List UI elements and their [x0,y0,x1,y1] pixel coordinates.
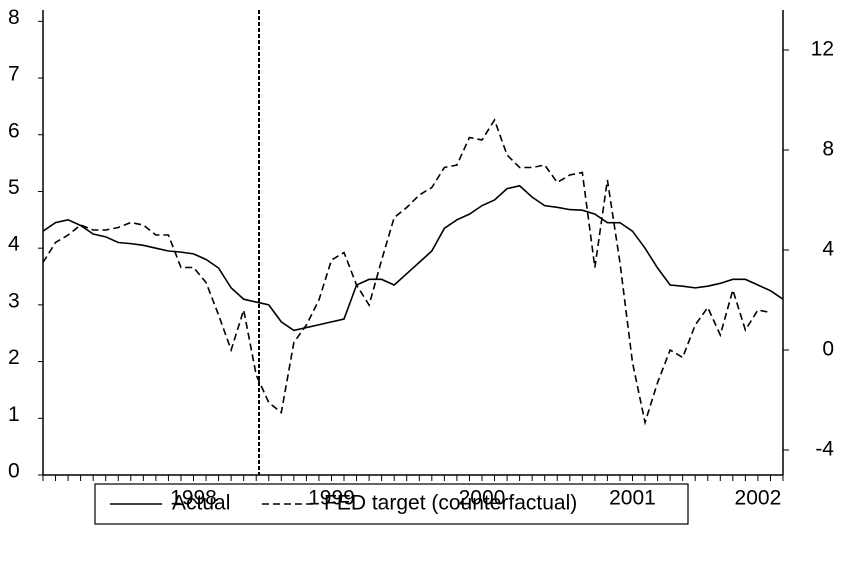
y-tick-label: 7 [8,63,20,86]
y2-tick-label: 0 [822,338,834,361]
y-tick-label: 4 [8,233,20,256]
series-line [42,184,784,332]
y2-tick-label: 12 [811,38,834,61]
legend-box [94,483,689,525]
y-tick-label: 5 [8,176,20,199]
y-tick-label: 8 [8,6,20,29]
legend-label: FED target (counterfactual) [324,492,577,515]
y-tick-label: 6 [8,119,20,142]
y-tick-label: 0 [8,460,20,483]
x-tick-label: 1998 [170,487,217,510]
x-tick-label: 1999 [308,487,355,510]
legend-label: Actual [172,492,230,515]
y2-tick-label: 8 [822,138,834,161]
x-tick-label: 2002 [735,487,782,510]
y2-tick-label: 4 [822,238,834,261]
x-tick-label: 2000 [459,487,506,510]
y2-tick-label: -4 [815,438,834,461]
x-tick-label: 2001 [609,487,656,510]
y-tick-label: 1 [8,403,20,426]
y-tick-label: 3 [8,289,20,312]
series-line [42,118,771,426]
y-tick-label: 2 [8,346,20,369]
